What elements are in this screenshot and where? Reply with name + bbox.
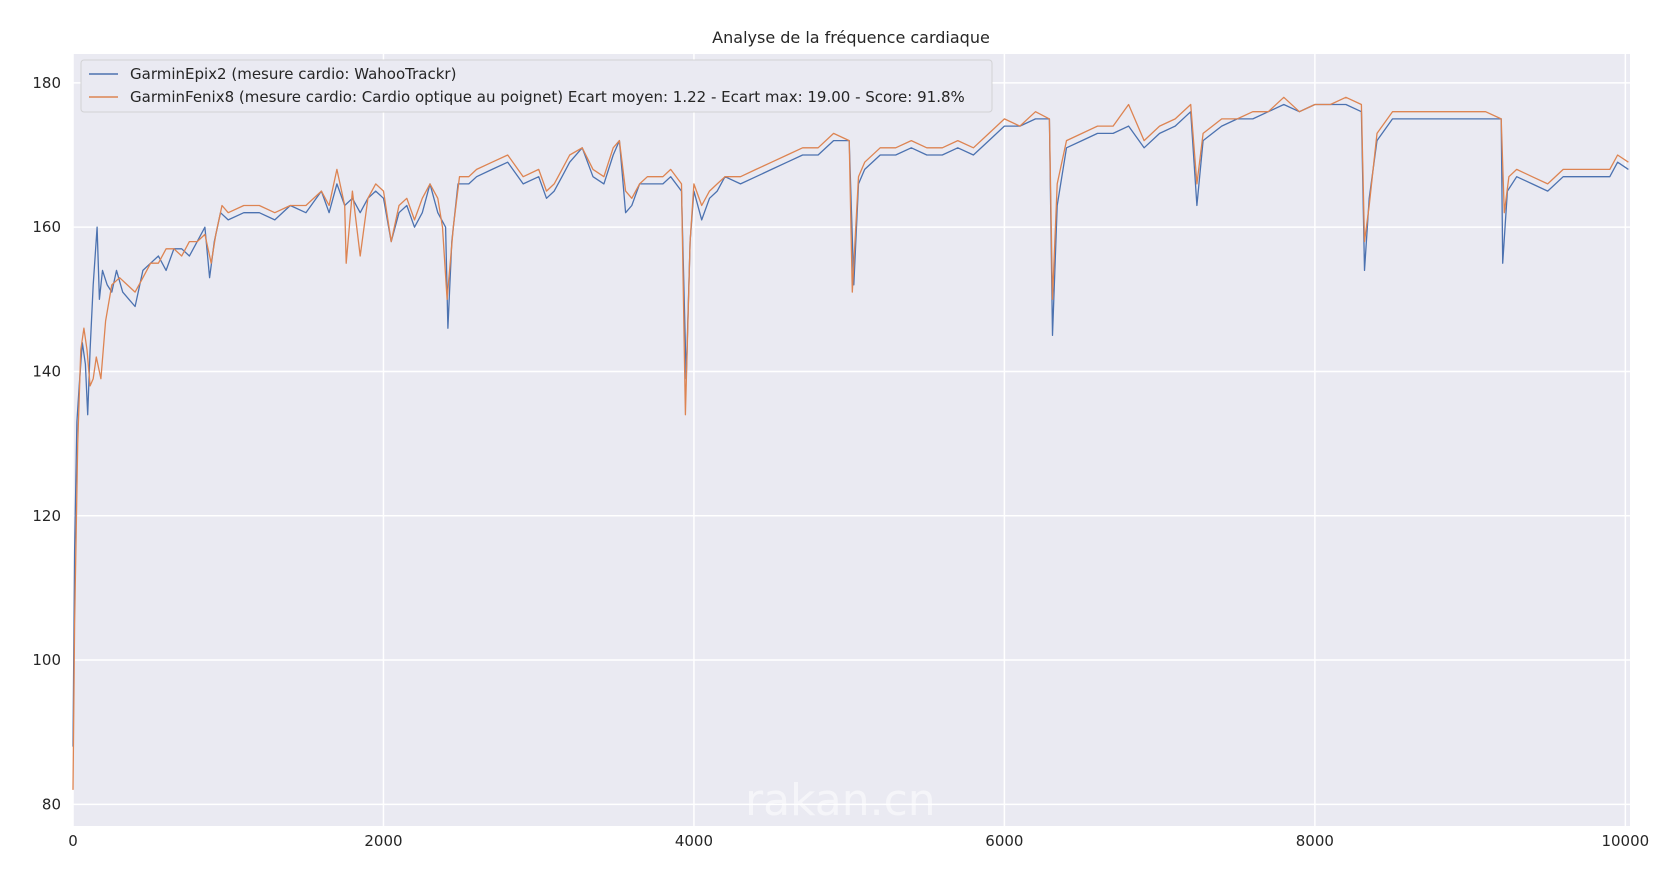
series-layer	[72, 96, 1629, 790]
plot-area	[73, 54, 1630, 826]
x-tick-label: 6000	[985, 832, 1023, 850]
x-axis-ticks: 0 2000 4000 6000 8000 10000	[68, 832, 1649, 850]
y-tick-label: 160	[32, 218, 61, 236]
legend: GarminEpix2 (mesure cardio: WahooTrackr)…	[80, 59, 993, 113]
chart-title: Analyse de la fréquence cardiaque	[712, 28, 990, 47]
legend-label-fenix8: GarminFenix8 (mesure cardio: Cardio opti…	[130, 88, 965, 106]
legend-box	[80, 59, 993, 113]
y-tick-label: 140	[32, 362, 61, 380]
x-tick-label: 2000	[364, 832, 402, 850]
series-line-fenix8	[72, 96, 1629, 790]
x-tick-label: 10000	[1601, 832, 1649, 850]
y-tick-label: 80	[42, 795, 61, 813]
y-tick-label: 180	[32, 74, 61, 92]
x-tick-label: 8000	[1296, 832, 1334, 850]
x-tick-label: 4000	[675, 832, 713, 850]
watermark: rakan.cn	[745, 775, 936, 826]
x-tick-label: 0	[68, 832, 78, 850]
legend-label-epix2: GarminEpix2 (mesure cardio: WahooTrackr)	[130, 65, 456, 83]
y-axis-ticks: 80 100 120 140 160 180	[32, 74, 61, 813]
y-tick-label: 120	[32, 507, 61, 525]
y-tick-label: 100	[32, 651, 61, 669]
